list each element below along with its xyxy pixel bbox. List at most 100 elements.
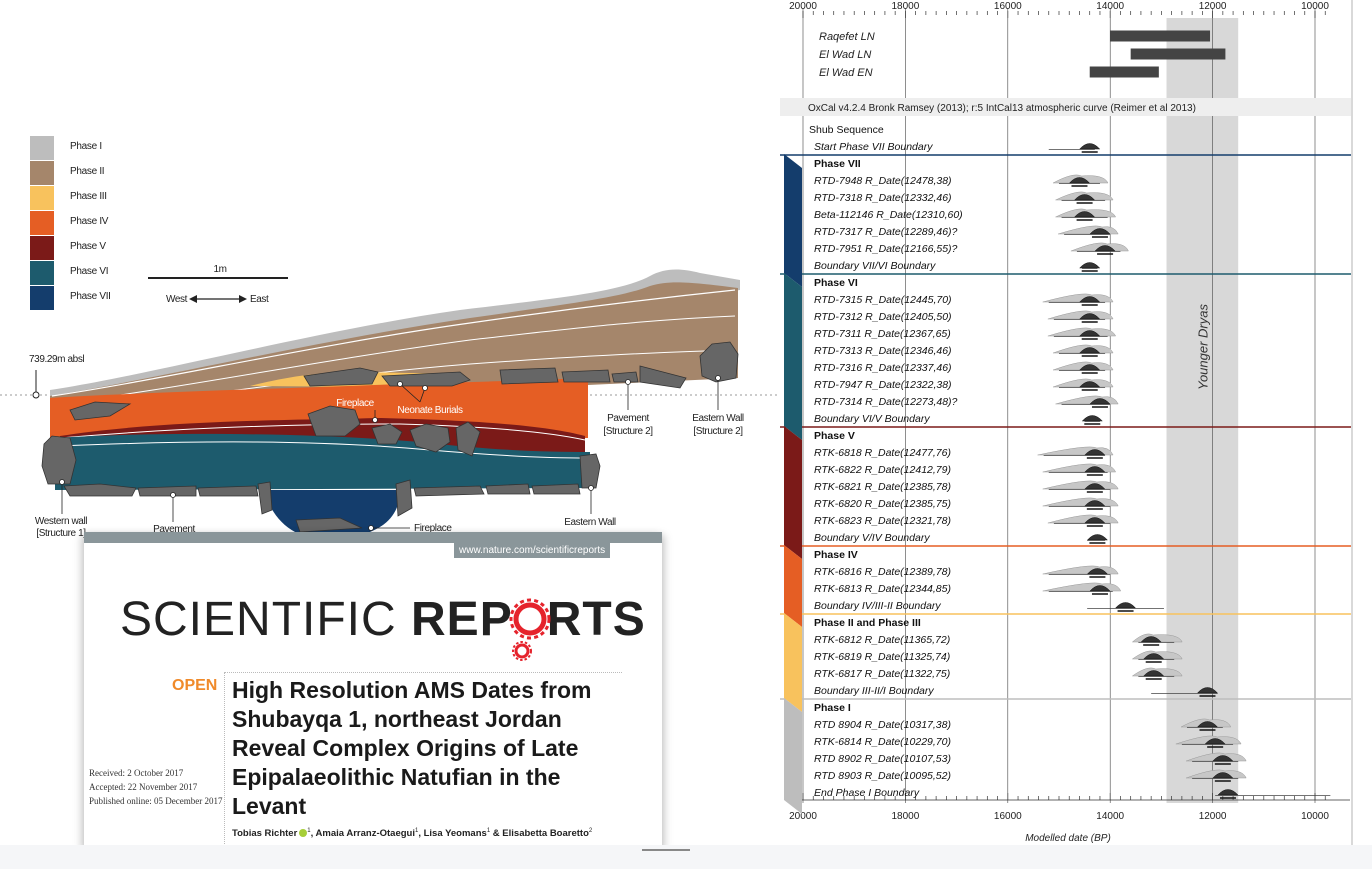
open-access-label: OPEN	[172, 677, 218, 694]
prior-distribution	[1042, 565, 1119, 575]
section-drawing	[0, 269, 780, 533]
scale-bar-label: 1m	[213, 264, 227, 275]
bottom-bar	[0, 845, 1372, 869]
legend-label: Phase VI	[70, 266, 109, 277]
stratigraphic-section-figure: Phase I Phase II Phase III Phase IV Phas…	[0, 136, 780, 539]
prior-distribution	[1047, 310, 1114, 320]
affiliation-mark: 1	[414, 828, 419, 834]
eastern-wall-upper-label-2: [Structure 2]	[693, 426, 743, 437]
phase-side-bar	[784, 698, 802, 814]
scale-bar	[148, 277, 288, 279]
posterior-distribution	[1079, 330, 1101, 337]
prior-distribution	[1042, 480, 1119, 490]
prior-distribution	[1175, 735, 1242, 745]
posterior-distribution	[1084, 500, 1106, 507]
prior-distribution	[1052, 361, 1114, 371]
phase-label: Phase VI	[814, 277, 858, 289]
legend-swatch	[30, 236, 54, 260]
reference-bar-label: El Wad EN	[819, 67, 873, 79]
younger-dryas-label: Younger Dryas	[1195, 304, 1210, 390]
legend-item: Phase VII	[30, 286, 160, 311]
posterior-distribution	[1086, 568, 1108, 575]
author-name[interactable]: , Lisa Yeomans	[418, 828, 487, 840]
phase-side-bar	[784, 273, 802, 440]
boundary-label: End Phase I Boundary	[814, 787, 920, 799]
date-label: RTD 8903 R_Date(10095,52)	[814, 770, 951, 782]
posterior-distribution	[1114, 602, 1137, 609]
date-label: RTK-6816 R_Date(12389,78)	[814, 566, 951, 578]
author-name[interactable]: & Elisabetta Boaretto	[490, 828, 589, 840]
legend-label: Phase III	[70, 191, 107, 202]
prior-distribution	[1186, 752, 1247, 762]
prior-distribution	[1058, 225, 1119, 235]
affiliation-mark: 1	[307, 828, 311, 834]
prior-distribution	[1042, 497, 1119, 507]
prior-distribution	[1047, 327, 1117, 337]
posterior-distribution	[1140, 636, 1162, 643]
phase-side-bar	[784, 613, 802, 712]
younger-dryas-band	[1166, 18, 1239, 803]
reference-bar	[1110, 30, 1211, 42]
date-label: RTK-6818 R_Date(12477,76)	[814, 447, 951, 459]
posterior-distribution	[1196, 687, 1219, 694]
date-label: RTK-6813 R_Date(12344,85)	[814, 583, 951, 595]
phase-label: Phase I	[814, 702, 851, 714]
date-label: RTK-6812 R_Date(11365,72)	[814, 634, 950, 646]
phase-side-bar-top	[784, 154, 802, 172]
posterior-distribution	[1079, 347, 1101, 354]
posterior-distribution	[1079, 143, 1101, 150]
legend-swatch	[30, 286, 54, 310]
journal-header-bar	[84, 532, 662, 543]
title-divider	[224, 672, 622, 673]
legend-item: Phase I	[30, 136, 160, 161]
author-name[interactable]: , Amaia Arranz-Otaegui	[310, 828, 415, 840]
phase-side-bar	[784, 545, 802, 627]
western-wall-label-1: Western wall	[34, 516, 88, 527]
orcid-icon[interactable]	[299, 829, 308, 838]
paper-title[interactable]: High Resolution AMS Dates from Shubayqa …	[232, 677, 592, 819]
elevation-label: 739.29m absl	[29, 354, 85, 365]
prior-distribution	[1042, 463, 1117, 473]
boundary-label: Start Phase VII Boundary	[814, 141, 933, 153]
oxcal-chart: 20000 20000 18000 18000 16000 16000 14000 14000…	[780, 1, 1351, 844]
date-label: RTD-7948 R_Date(12478,38)	[814, 175, 952, 187]
posterior-distribution	[1089, 398, 1111, 405]
eastern-wall-upper-label-1: Eastern Wall	[692, 413, 744, 424]
x-tick-label-bottom: 18000	[891, 811, 919, 822]
date-label: RTD-7947 R_Date(12322,38)	[814, 379, 952, 391]
affiliation-mark: 1	[486, 828, 491, 834]
journal-brand: SCIENTIFIC REP RTS	[120, 594, 646, 661]
pavement-structure2-label-2: [Structure 2]	[603, 426, 653, 437]
resize-handle[interactable]	[642, 849, 690, 851]
author-name[interactable]: Tobias Richter	[232, 828, 298, 840]
posterior-distribution	[1212, 755, 1234, 762]
reference-bar	[1130, 48, 1226, 60]
date-label: RTD-7317 R_Date(12289,46)?	[814, 226, 958, 238]
phase-label: Phase VII	[814, 158, 861, 170]
legend-label: Phase VII	[70, 291, 111, 302]
prior-distribution	[1052, 344, 1114, 354]
legend-swatch	[30, 136, 54, 160]
journal-url[interactable]: www.nature.com/scientificreports	[454, 543, 611, 558]
reference-bar	[1089, 66, 1159, 78]
phase-label: Phase II and Phase III	[814, 617, 921, 629]
date-label: RTK-6823 R_Date(12321,78)	[814, 515, 951, 527]
x-tick-label-bottom: 10000	[1301, 811, 1329, 822]
oxcal-chart-panel: 20000 20000 18000 18000 16000 16000 14000 14000…	[780, 0, 1372, 869]
date-label: RTD-7311 R_Date(12367,65)	[814, 328, 951, 340]
boundary-label: Boundary VI/V Boundary	[814, 413, 930, 425]
date-label: RTD-7314 R_Date(12273,48)?	[814, 396, 958, 408]
western-wall-label-2: [Structure 1]	[36, 528, 86, 539]
legend-item: Phase VI	[30, 261, 160, 286]
posterior-distribution	[1196, 721, 1219, 728]
vertical-scrollbar[interactable]	[1351, 0, 1353, 845]
boundary-label: Boundary VII/VI Boundary	[814, 260, 936, 272]
prior-distribution	[1052, 378, 1114, 388]
date-label: RTD-7313 R_Date(12346,46)	[814, 345, 952, 357]
posterior-distribution	[1089, 585, 1111, 592]
posterior-distribution	[1079, 313, 1101, 320]
date-label: RTK-6817 R_Date(11322,75)	[814, 668, 950, 680]
east-label: East	[250, 294, 269, 305]
date-label: RTD-7318 R_Date(12332,46)	[814, 192, 952, 204]
posterior-distribution	[1089, 228, 1111, 235]
